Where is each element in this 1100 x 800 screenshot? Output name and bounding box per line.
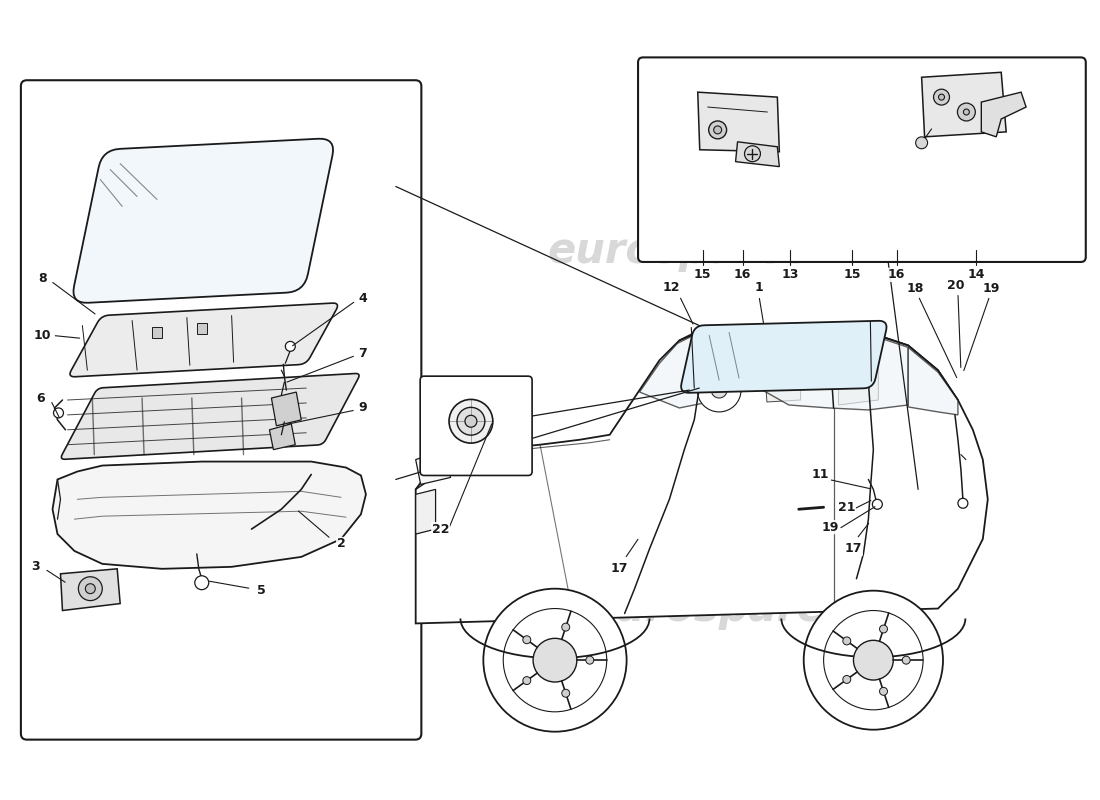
Circle shape [195, 576, 209, 590]
Circle shape [880, 687, 888, 695]
Circle shape [522, 677, 531, 685]
Circle shape [843, 637, 850, 645]
Circle shape [483, 589, 627, 732]
Text: 16: 16 [734, 268, 751, 282]
Circle shape [449, 399, 493, 443]
Text: 15: 15 [694, 268, 712, 282]
Text: 20: 20 [947, 279, 965, 292]
Circle shape [285, 342, 295, 351]
Circle shape [915, 137, 927, 149]
Text: 2: 2 [337, 538, 345, 550]
Circle shape [804, 590, 943, 730]
Text: 7: 7 [359, 347, 367, 360]
Circle shape [880, 625, 888, 633]
Circle shape [522, 636, 531, 644]
FancyBboxPatch shape [420, 376, 532, 475]
Polygon shape [416, 490, 436, 534]
Circle shape [456, 407, 485, 435]
Text: 21: 21 [838, 501, 855, 514]
Polygon shape [759, 327, 909, 410]
Text: 17: 17 [845, 542, 862, 555]
Text: 18: 18 [906, 282, 924, 295]
Polygon shape [60, 569, 120, 610]
Text: 8: 8 [39, 272, 47, 286]
Polygon shape [639, 327, 759, 408]
Text: 3: 3 [31, 560, 40, 574]
Circle shape [938, 94, 945, 100]
Text: eurospares: eurospares [60, 310, 323, 351]
Circle shape [872, 499, 882, 510]
Circle shape [708, 121, 727, 139]
Text: 9: 9 [359, 402, 367, 414]
Circle shape [86, 584, 96, 594]
Text: 1: 1 [755, 282, 763, 294]
Polygon shape [416, 450, 451, 485]
Circle shape [534, 638, 576, 682]
Text: 17: 17 [610, 562, 628, 575]
Polygon shape [74, 138, 333, 302]
Text: 10: 10 [34, 329, 52, 342]
Circle shape [712, 382, 727, 398]
Polygon shape [763, 354, 801, 402]
Circle shape [964, 109, 969, 115]
Text: 19: 19 [982, 282, 1000, 295]
Polygon shape [197, 322, 207, 334]
Text: 14: 14 [968, 268, 986, 282]
FancyBboxPatch shape [638, 58, 1086, 262]
Polygon shape [681, 321, 887, 393]
Circle shape [957, 103, 976, 121]
Text: eurospares: eurospares [60, 598, 323, 639]
Circle shape [586, 656, 594, 664]
Polygon shape [736, 142, 779, 166]
Circle shape [562, 623, 570, 631]
Polygon shape [697, 92, 779, 152]
Text: eurospares: eurospares [587, 587, 850, 630]
Circle shape [854, 640, 893, 680]
Text: 12: 12 [662, 282, 680, 294]
Circle shape [465, 415, 477, 427]
Circle shape [78, 577, 102, 601]
Polygon shape [62, 374, 359, 459]
Circle shape [503, 609, 607, 712]
Text: 5: 5 [257, 584, 266, 597]
Polygon shape [152, 326, 162, 338]
Circle shape [958, 498, 968, 508]
Polygon shape [922, 72, 1006, 137]
Circle shape [824, 610, 923, 710]
Text: 13: 13 [782, 268, 799, 282]
Polygon shape [416, 326, 988, 623]
Circle shape [562, 690, 570, 698]
Text: 15: 15 [844, 268, 860, 282]
Text: 19: 19 [822, 521, 839, 534]
Circle shape [934, 89, 949, 105]
Text: 6: 6 [36, 391, 45, 405]
FancyBboxPatch shape [21, 80, 421, 740]
Polygon shape [981, 92, 1026, 137]
Polygon shape [53, 462, 366, 569]
Circle shape [745, 146, 760, 162]
Polygon shape [909, 347, 958, 415]
Polygon shape [272, 392, 301, 426]
Circle shape [54, 408, 64, 418]
Circle shape [697, 368, 741, 412]
Text: 16: 16 [888, 268, 905, 282]
Polygon shape [838, 341, 878, 405]
Polygon shape [270, 424, 295, 450]
Text: eurospares: eurospares [548, 230, 811, 272]
Text: 4: 4 [359, 292, 367, 306]
Text: 22: 22 [432, 522, 449, 535]
Circle shape [714, 126, 722, 134]
Circle shape [902, 656, 910, 664]
Circle shape [843, 675, 850, 683]
Text: 11: 11 [812, 468, 829, 481]
Polygon shape [70, 303, 338, 377]
